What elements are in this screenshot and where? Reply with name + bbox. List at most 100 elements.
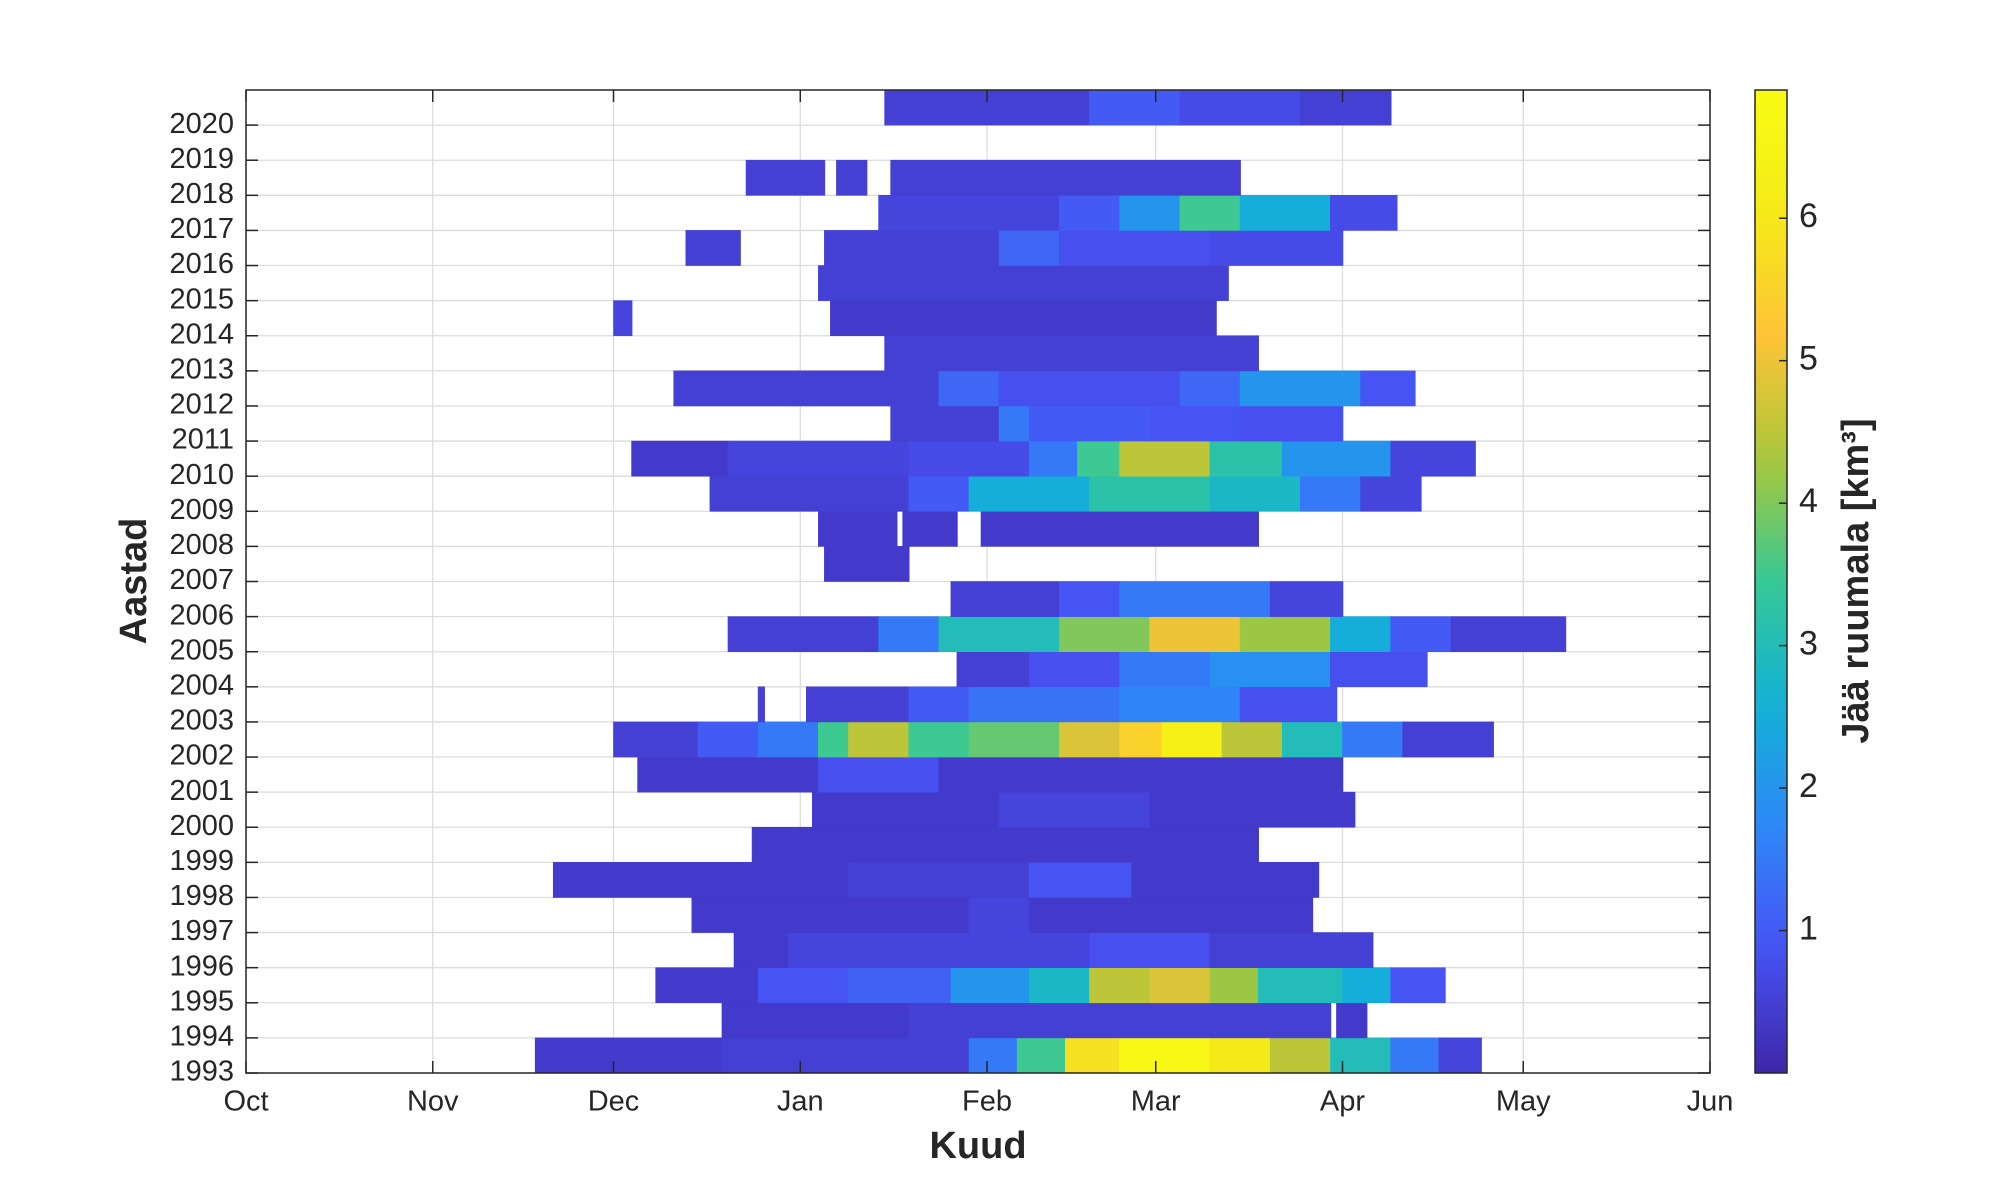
heat-cell <box>727 440 910 477</box>
heat-cell <box>637 756 820 793</box>
y-tick-label: 2003 <box>169 705 234 737</box>
heat-cell <box>655 967 759 1004</box>
heat-cell <box>1450 616 1567 653</box>
heat-cell <box>1028 440 1079 477</box>
heat-cell <box>818 721 850 758</box>
heat-cell <box>685 230 741 266</box>
heat-cell <box>968 686 1121 723</box>
heat-cell <box>1119 440 1211 477</box>
heat-cell <box>727 616 880 653</box>
y-tick-label: 2008 <box>169 529 234 561</box>
heat-cell <box>818 756 940 793</box>
colorbar-title: Jää ruumala [km³] <box>1835 418 1877 743</box>
heat-cell <box>1028 405 1151 442</box>
heat-cell <box>1119 1037 1211 1074</box>
colorbar <box>1754 89 1788 1074</box>
y-tick-label: 2013 <box>169 354 234 386</box>
colorbar-tick-label: 6 <box>1799 197 1818 235</box>
y-tick-label: 2004 <box>169 669 234 701</box>
heat-cell <box>1281 721 1344 758</box>
y-tick-label: 2010 <box>169 459 234 491</box>
heat-cell <box>848 721 910 758</box>
y-tick-label: 1997 <box>169 915 234 947</box>
heat-cell <box>950 967 1031 1004</box>
heat-cell <box>938 616 1061 653</box>
heat-cell <box>968 721 1061 758</box>
heat-cell <box>1360 475 1422 512</box>
x-tick-label: Dec <box>588 1086 640 1118</box>
heat-cell <box>1209 967 1259 1004</box>
heat-cell <box>1179 195 1241 231</box>
heat-cell <box>848 862 1031 898</box>
heat-cell <box>1257 967 1344 1004</box>
colorbar-tick-label: 2 <box>1799 767 1818 805</box>
y-tick-label: 2017 <box>169 213 234 245</box>
heat-cell <box>1330 616 1392 653</box>
heat-cell <box>848 967 952 1004</box>
heat-cell <box>1300 475 1362 512</box>
heat-cell <box>1330 195 1398 231</box>
y-tick-label: 2006 <box>169 599 234 631</box>
x-tick-label: Feb <box>962 1086 1012 1118</box>
heat-cell <box>1179 370 1241 407</box>
heat-cell <box>552 862 850 898</box>
heat-cell <box>818 510 898 547</box>
heat-cell <box>1209 475 1302 512</box>
heat-cell <box>1342 721 1404 758</box>
heat-cell <box>1119 195 1181 231</box>
heat-cell <box>1089 932 1211 968</box>
y-tick-label: 1994 <box>169 1021 234 1053</box>
y-tick-label: 2011 <box>172 424 234 456</box>
heat-cell <box>1390 616 1452 653</box>
heat-cell <box>1300 89 1392 126</box>
heat-cell <box>1239 370 1362 407</box>
heat-cell <box>938 370 1000 407</box>
heat-cell <box>824 546 910 582</box>
heat-cell <box>757 967 850 1004</box>
heat-cell <box>1336 1002 1368 1039</box>
heat-cell <box>884 335 1259 372</box>
heat-cell <box>1149 616 1241 653</box>
heat-cell <box>1209 440 1284 477</box>
heat-cell <box>1209 1037 1271 1074</box>
heat-cell <box>691 897 970 933</box>
heat-cell <box>908 1002 1332 1039</box>
x-tick-label: May <box>1496 1086 1551 1118</box>
y-tick-label: 1995 <box>169 985 234 1017</box>
heat-cell <box>1342 967 1392 1004</box>
y-tick-label: 2015 <box>169 283 234 315</box>
heat-cell <box>613 300 633 337</box>
heat-cell <box>1059 721 1121 758</box>
heat-cell <box>836 159 868 196</box>
x-tick-label: Jan <box>777 1086 824 1118</box>
y-axis-title: Aastad <box>113 518 155 645</box>
heat-cell <box>890 405 1000 442</box>
heat-cell <box>956 651 1031 688</box>
heat-cell <box>631 440 729 477</box>
heat-cell <box>709 475 910 512</box>
heat-cell <box>878 616 940 653</box>
heat-cell <box>757 721 820 758</box>
y-tick-label: 2020 <box>169 108 234 140</box>
y-tick-label: 2019 <box>169 143 234 175</box>
heat-cell <box>1119 581 1271 617</box>
heat-cell <box>1149 967 1211 1004</box>
heat-cell <box>830 300 1217 337</box>
x-tick-label: Jun <box>1687 1086 1734 1118</box>
x-tick-label: Apr <box>1320 1086 1365 1118</box>
heat-cell <box>757 686 765 723</box>
heat-cell <box>1059 616 1151 653</box>
heat-cell <box>1059 230 1211 266</box>
heat-cell <box>1089 475 1211 512</box>
heat-cell <box>1089 967 1151 1004</box>
heat-cell <box>1028 862 1133 898</box>
heat-cell <box>1239 616 1332 653</box>
heat-cell <box>673 370 940 407</box>
heat-cell <box>1179 89 1302 126</box>
y-tick-label: 2000 <box>169 810 234 842</box>
heat-cell <box>745 159 826 196</box>
y-tick-label: 2002 <box>169 740 234 772</box>
heat-cell <box>1149 791 1356 828</box>
heat-cell <box>1438 1037 1482 1074</box>
